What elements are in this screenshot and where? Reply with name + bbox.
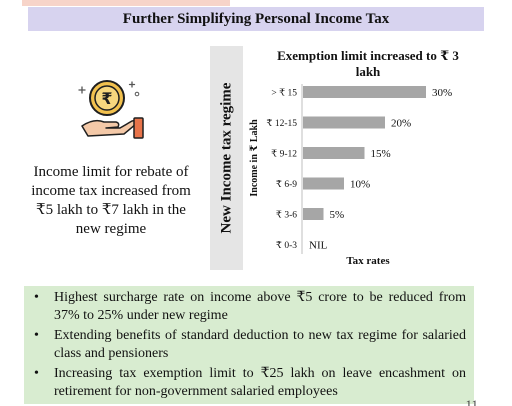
data-label: 15% — [371, 148, 391, 160]
svg-text:₹: ₹ — [101, 89, 112, 108]
regime-label: New Income tax regime — [218, 82, 234, 234]
bar — [303, 116, 385, 129]
x-axis-label: Tax rates — [346, 255, 390, 267]
data-label: NIL — [309, 240, 328, 252]
y-tick-label: ₹ 6-9 — [276, 180, 297, 190]
tax-rate-chart: Income in ₹ Lakh > ₹ 15 30% ₹ 12-15 20% ₹ 9-… — [249, 84, 452, 267]
slide-title: Further Simplifying Personal Income Tax — [28, 7, 484, 31]
chart-title: Exemption limit increased to ₹ 3 lakh — [277, 48, 459, 79]
highlight-item: Extending benefits of standard deduction… — [32, 327, 466, 363]
page-number: 11 — [465, 397, 478, 406]
y-tick-label: ₹ 9-12 — [271, 150, 297, 160]
bar — [303, 86, 426, 98]
data-label: 20% — [391, 118, 411, 130]
y-tick-label: ₹ 0-3 — [276, 241, 297, 251]
data-label: 10% — [350, 179, 370, 191]
y-axis-label: Income in ₹ Lakh — [249, 119, 260, 197]
highlight-item: Increasing tax exemption limit to ₹25 la… — [32, 365, 466, 401]
highlights-box: Highest surcharge rate on income above ₹… — [24, 286, 474, 404]
y-tick-label: ₹ 12-15 — [266, 119, 297, 129]
rupee-coin-hand-icon: ₹ — [74, 78, 146, 142]
y-tick-label: > ₹ 15 — [271, 89, 297, 99]
top-strip — [22, 0, 230, 6]
regime-panel: New Income tax regime — [210, 46, 243, 270]
highlight-item: Highest surcharge rate on income above ₹… — [32, 289, 466, 325]
rebate-text: Income limit for rebate of income tax in… — [31, 164, 191, 237]
bar — [303, 147, 365, 159]
y-tick-label: ₹ 3-6 — [276, 211, 297, 221]
data-label: 30% — [432, 87, 452, 99]
data-label: 5% — [330, 209, 345, 221]
bar — [303, 208, 324, 220]
bar — [303, 177, 344, 190]
